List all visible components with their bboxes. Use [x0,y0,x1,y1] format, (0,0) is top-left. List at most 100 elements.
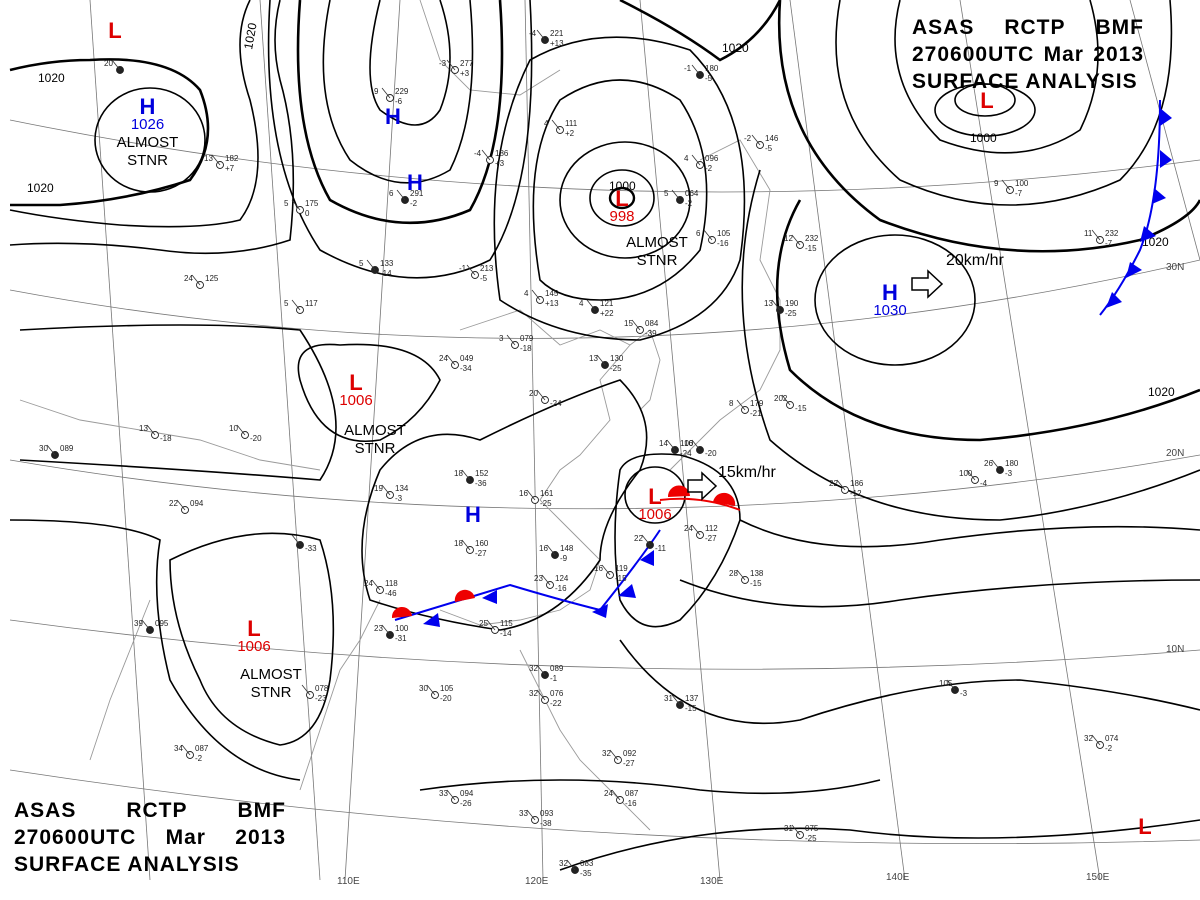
station-tendency: -25 [540,499,552,508]
warm-front-line [659,497,741,511]
issuing-office: RCTP [126,799,188,822]
wind-barb [631,319,641,331]
isobar-trade-2 [739,519,1200,548]
station-temperature: 11 [1084,229,1093,238]
station-tendency: -15 [615,574,627,583]
low-ecs: L 1006 [630,486,680,524]
station-tendency: -15 [805,244,817,253]
product-name: SURFACE ANALYSIS [912,70,1138,93]
station-temperature: 5 [664,189,669,198]
meridian-110e [344,0,401,881]
station-tendency: -39 [645,329,657,338]
station-temperature: 13 [589,354,598,363]
station-plot: 5 064-2 [664,189,699,208]
station-plot: 22 094 [169,499,204,514]
wind-barb [211,154,221,166]
station-temperature: 5 [284,199,289,208]
station-temperature: 15 [624,319,633,328]
isobar-india [9,519,301,781]
station-plot: 20 -24 [529,389,562,408]
title-line-1: ASAS RCTP BMF [912,14,1144,41]
system-note: ALMOST [116,134,179,151]
wind-barb [566,859,576,871]
station-plot: -33 [291,534,317,553]
motion-speed-pacific-high: 20km/hr [946,252,1004,269]
station-tendency: -16 [625,799,637,808]
station-tendency: -34 [460,364,472,373]
wind-barb [596,354,606,366]
station-pressure: 146 [765,134,779,143]
wind-barb [691,524,701,536]
wind-barb [446,789,456,801]
cold-front-pip [618,584,636,598]
station-temperature: -4 [474,149,482,158]
isobar-pacific-outer [741,169,1200,521]
low-pressure: 998 [609,208,635,225]
high-mongolia: H [378,106,408,128]
station-plot: 26 180-3 [984,459,1019,478]
station-plot: 4 121+22 [579,299,614,318]
station-tendency: -2 [410,199,418,208]
isobar-aleutian-3 [835,0,1173,206]
station-tendency: -16 [555,584,567,593]
title-line-3: SURFACE ANALYSIS [14,851,286,878]
wind-barb [396,189,406,201]
station-plot: 4 111+2 [544,119,578,138]
wind-barb [691,64,701,76]
station-temperature: 4 [524,289,529,298]
product-code: ASAS [14,799,77,822]
station-plot: 13 190-25 [764,299,799,318]
station-pressure: 111 [565,119,578,128]
station-temperature: 25 [479,619,488,628]
station-pressure: 100 [395,624,409,633]
isobar-1020-mongolia [296,0,504,225]
low-se-corner: L [1130,816,1160,838]
low-aleutian: L [972,90,1002,112]
valid-month: Mar [165,826,206,849]
station-tendency: -11 [655,544,667,553]
station-plot: 22 -11 [634,534,667,553]
valid-time: 270600UTC [14,826,137,849]
station-temperature: 30 [39,444,48,453]
wind-barb [781,394,791,406]
station-temperature: 105 [939,679,953,688]
station-plot: 078-23 [301,684,329,703]
station-temperature: 16 [539,544,548,553]
station-pressure: 161 [540,489,554,498]
wind-barb [536,389,546,401]
station-temperature: 24 [604,789,613,798]
isobar-aleutian-2 [894,0,1099,154]
station-tendency: 0 [305,209,310,218]
isobar-1020-pacific [775,199,1200,442]
station-temperature: 22 [169,499,178,508]
station-plot: 23 124-16 [534,574,569,593]
station-tendency: -2 [1105,744,1113,753]
station-tendency: -5 [705,74,713,83]
station-temperature: 4 [579,299,584,308]
station-pressure: 232 [805,234,819,243]
wind-barb [641,534,651,546]
station-temperature: 3 [499,334,504,343]
system-note: STNR [250,684,292,701]
station-temperature: 14 [659,439,668,448]
station-temperature: 20 [529,389,538,398]
wind-barb [526,809,536,821]
wind-barb [611,789,621,801]
high-mongolia-2: H [400,172,430,194]
station-pressure: 078 [315,684,329,693]
station-pressure: 094 [190,499,204,508]
wind-barb [751,134,761,146]
station-plot: 25 115-14 [479,619,513,638]
station-pressure: 076 [550,689,564,698]
isobar-1020-nw [9,58,210,207]
isobar-low-indochina [169,532,335,746]
low-letter: L [349,370,363,395]
station-temperature: 5 [284,299,289,308]
station-plot: 23 100-31 [374,624,409,643]
chart-title-top-right: ASAS RCTP BMF 270600UTC Mar 2013 SURFACE… [912,14,1144,95]
station-plot: 28 138-15 [729,569,764,588]
station-plot: 6 105-16 [696,229,731,248]
station-temperature: 24 [364,579,373,588]
